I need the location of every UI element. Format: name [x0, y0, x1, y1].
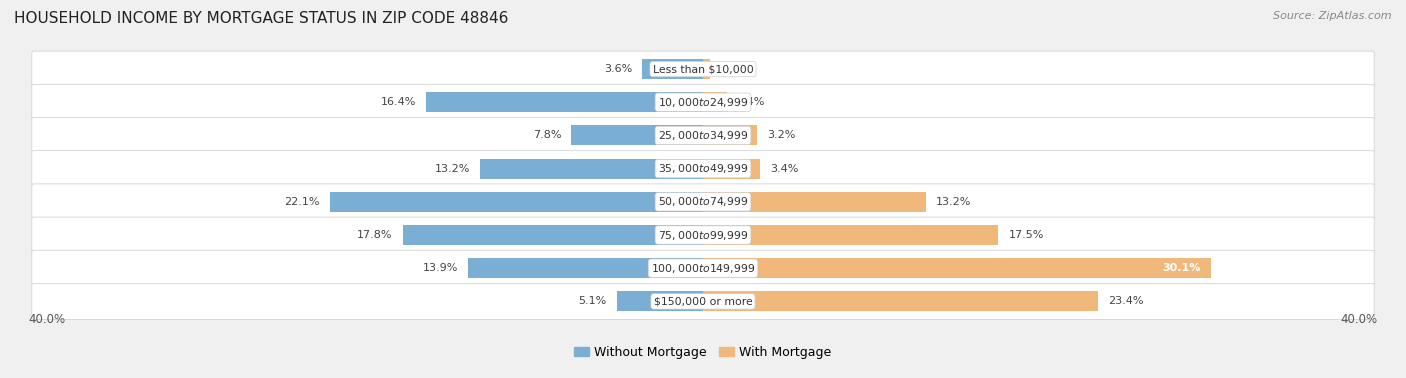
FancyBboxPatch shape	[32, 118, 1374, 153]
Text: 0.42%: 0.42%	[720, 64, 755, 74]
FancyBboxPatch shape	[32, 151, 1374, 187]
Text: 7.8%: 7.8%	[533, 130, 561, 141]
Bar	[703, 225, 998, 245]
Text: $35,000 to $49,999: $35,000 to $49,999	[658, 162, 748, 175]
FancyBboxPatch shape	[32, 250, 1374, 286]
Text: 13.2%: 13.2%	[936, 197, 972, 207]
Bar	[402, 225, 703, 245]
Bar	[481, 159, 703, 178]
Text: 5.1%: 5.1%	[579, 296, 607, 307]
Text: $150,000 or more: $150,000 or more	[654, 296, 752, 307]
Text: 40.0%: 40.0%	[1341, 313, 1378, 326]
Bar	[703, 125, 756, 146]
Text: $25,000 to $34,999: $25,000 to $34,999	[658, 129, 748, 142]
Bar	[571, 125, 703, 146]
Text: 30.1%: 30.1%	[1163, 263, 1201, 273]
Bar	[703, 92, 727, 112]
Text: $100,000 to $149,999: $100,000 to $149,999	[651, 262, 755, 275]
Text: 13.9%: 13.9%	[423, 263, 458, 273]
Text: 16.4%: 16.4%	[381, 97, 416, 107]
FancyBboxPatch shape	[32, 217, 1374, 253]
Text: HOUSEHOLD INCOME BY MORTGAGE STATUS IN ZIP CODE 48846: HOUSEHOLD INCOME BY MORTGAGE STATUS IN Z…	[14, 11, 509, 26]
FancyBboxPatch shape	[32, 84, 1374, 120]
Bar	[468, 258, 703, 278]
Legend: Without Mortgage, With Mortgage: Without Mortgage, With Mortgage	[569, 341, 837, 364]
FancyBboxPatch shape	[32, 184, 1374, 220]
Text: 3.4%: 3.4%	[770, 164, 799, 174]
Text: Less than $10,000: Less than $10,000	[652, 64, 754, 74]
Bar	[617, 291, 703, 311]
Text: 17.8%: 17.8%	[357, 230, 392, 240]
Text: 17.5%: 17.5%	[1008, 230, 1043, 240]
Bar	[330, 192, 703, 212]
Text: 1.4%: 1.4%	[737, 97, 765, 107]
Text: $50,000 to $74,999: $50,000 to $74,999	[658, 195, 748, 208]
FancyBboxPatch shape	[32, 51, 1374, 87]
Bar	[703, 159, 761, 178]
FancyBboxPatch shape	[32, 284, 1374, 319]
Bar	[426, 92, 703, 112]
Text: $10,000 to $24,999: $10,000 to $24,999	[658, 96, 748, 109]
Bar	[703, 192, 925, 212]
Bar	[703, 59, 710, 79]
Text: Source: ZipAtlas.com: Source: ZipAtlas.com	[1274, 11, 1392, 21]
Bar	[703, 258, 1211, 278]
Text: 13.2%: 13.2%	[434, 164, 470, 174]
Bar	[643, 59, 703, 79]
Text: 23.4%: 23.4%	[1108, 296, 1143, 307]
Bar	[703, 291, 1098, 311]
Text: $75,000 to $99,999: $75,000 to $99,999	[658, 229, 748, 242]
Text: 40.0%: 40.0%	[28, 313, 65, 326]
Text: 3.2%: 3.2%	[768, 130, 796, 141]
Text: 3.6%: 3.6%	[605, 64, 633, 74]
Text: 22.1%: 22.1%	[284, 197, 321, 207]
